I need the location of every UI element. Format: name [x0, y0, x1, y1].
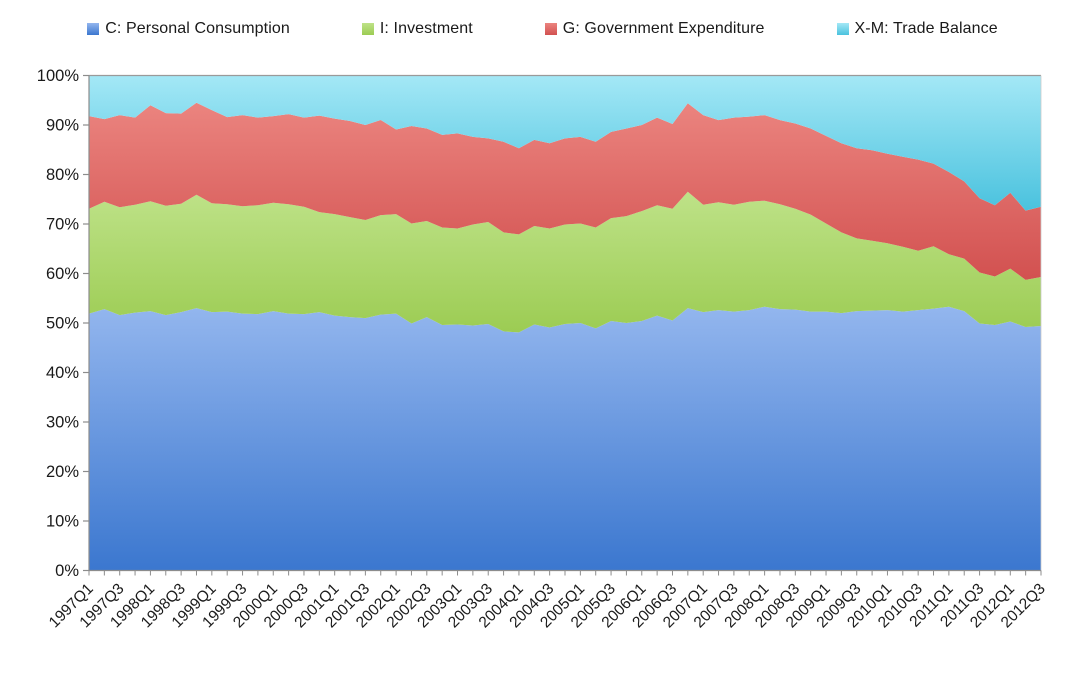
legend-label: I: Investment	[379, 20, 473, 37]
y-tick-label: 90%	[46, 117, 79, 135]
area-band-1	[89, 191, 1041, 333]
y-tick-label: 30%	[46, 414, 79, 432]
chart-legend: C: Personal Consumption I: Investment G:…	[30, 20, 1055, 38]
legend-item-personal-consumption: C: Personal Consumption	[87, 20, 290, 38]
area-band-0	[89, 306, 1041, 571]
y-tick-label: 80%	[46, 166, 79, 184]
y-tick-label: 60%	[46, 265, 79, 283]
legend-swatch-government-icon	[544, 23, 557, 35]
legend-label: C: Personal Consumption	[105, 20, 290, 37]
legend-item-trade-balance: X-M: Trade Balance	[836, 20, 998, 38]
legend-label: G: Government Expenditure	[562, 20, 765, 37]
legend-swatch-trade-balance-icon	[836, 23, 849, 35]
y-tick-label: 50%	[46, 315, 79, 333]
y-tick-label: 20%	[46, 463, 79, 481]
legend-item-government: G: Government Expenditure	[544, 20, 765, 38]
legend-item-investment: I: Investment	[361, 20, 473, 38]
legend-label: X-M: Trade Balance	[854, 20, 998, 37]
y-tick-label: 0%	[55, 562, 79, 580]
y-tick-label: 40%	[46, 364, 79, 382]
legend-swatch-investment-icon	[361, 23, 374, 35]
y-tick-label: 100%	[37, 67, 80, 85]
area-band-2	[89, 102, 1041, 280]
legend-swatch-consumption-icon	[87, 23, 100, 35]
y-tick-label: 10%	[46, 513, 79, 531]
area-band-3	[89, 75, 1041, 211]
y-tick-label: 70%	[46, 216, 79, 234]
